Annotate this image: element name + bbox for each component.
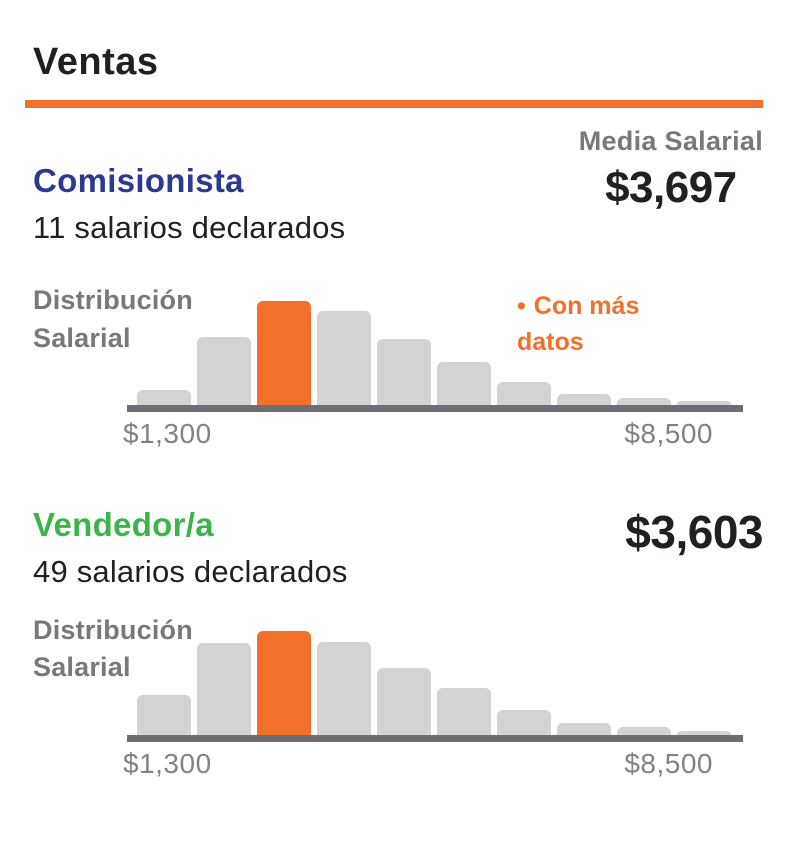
histogram-bar xyxy=(497,709,551,735)
histogram-bar xyxy=(377,667,431,735)
distribution-label-comisionista: Distribución Salarial xyxy=(33,284,193,353)
media-salarial-value-vendedor: $3,603 xyxy=(625,505,763,558)
histogram-bar xyxy=(617,726,671,735)
histogram-bar xyxy=(557,722,611,735)
salaries-count-comisionista: 11 salarios declarados xyxy=(33,209,346,245)
media-salarial-block-comisionista: Media Salarial $3,697 xyxy=(579,126,763,214)
axis-max-label-comisionista: $8,500 xyxy=(624,417,713,449)
axis-labels-vendedor: $1,300 $8,500 xyxy=(123,748,743,780)
salary-distribution-chart-vendedor: Distribución Salarial xyxy=(33,612,763,742)
page-title: Ventas xyxy=(33,41,159,83)
media-salarial-value-comisionista: $3,697 xyxy=(605,162,737,212)
histogram-bar xyxy=(197,336,251,405)
histogram-vendedor xyxy=(127,612,743,742)
axis-min-label-vendedor: $1,300 xyxy=(123,747,212,779)
job-title-comisionista: Comisionista xyxy=(33,161,244,199)
histogram-bar xyxy=(557,393,611,405)
section-vendedor-header: Vendedor/a 49 salarios declarados $3,603 xyxy=(33,506,763,590)
histogram-bars-comisionista xyxy=(127,282,743,405)
axis-max-label-vendedor: $8,500 xyxy=(624,747,713,779)
media-salarial-label: Media Salarial xyxy=(578,125,763,156)
histogram-bar xyxy=(437,361,491,405)
distribution-label-vendedor: Distribución Salarial xyxy=(33,614,193,683)
histogram-bar xyxy=(437,687,491,735)
histogram-bars-vendedor xyxy=(127,612,743,735)
histogram-bar xyxy=(137,389,191,405)
legend-text: Con más datos xyxy=(517,291,640,356)
histogram-bar xyxy=(677,730,731,735)
histogram-bar xyxy=(197,642,251,735)
histogram-bar xyxy=(677,400,731,405)
histogram-bar xyxy=(377,338,431,405)
job-title-vendedor: Vendedor/a xyxy=(33,505,214,543)
histogram-comisionista xyxy=(127,282,743,412)
legend-bullet-icon: • xyxy=(517,291,526,320)
legend-con-mas-datos: • Con más datos xyxy=(517,288,667,361)
histogram-bar xyxy=(497,381,551,405)
header-divider xyxy=(25,99,763,108)
histogram-bar xyxy=(617,397,671,405)
axis-labels-comisionista: $1,300 $8,500 xyxy=(123,418,743,450)
histogram-axis-vendedor xyxy=(127,734,743,742)
histogram-bar-highlighted xyxy=(257,630,311,735)
section-comisionista-header: Comisionista 11 salarios declarados Medi… xyxy=(33,126,763,246)
job-info-vendedor: Vendedor/a 49 salarios declarados xyxy=(33,506,348,590)
salaries-count-vendedor: 49 salarios declarados xyxy=(33,553,348,589)
media-salarial-block-vendedor: $3,603 xyxy=(625,506,763,559)
histogram-bar xyxy=(317,641,371,735)
histogram-axis-comisionista xyxy=(127,404,743,412)
job-info-comisionista: Comisionista 11 salarios declarados xyxy=(33,162,345,246)
histogram-bar-highlighted xyxy=(257,300,311,405)
histogram-bar xyxy=(317,310,371,405)
salary-distribution-chart-comisionista: Distribución Salarial • Con más datos xyxy=(33,282,763,412)
histogram-bar xyxy=(137,694,191,735)
axis-min-label-comisionista: $1,300 xyxy=(123,417,212,449)
